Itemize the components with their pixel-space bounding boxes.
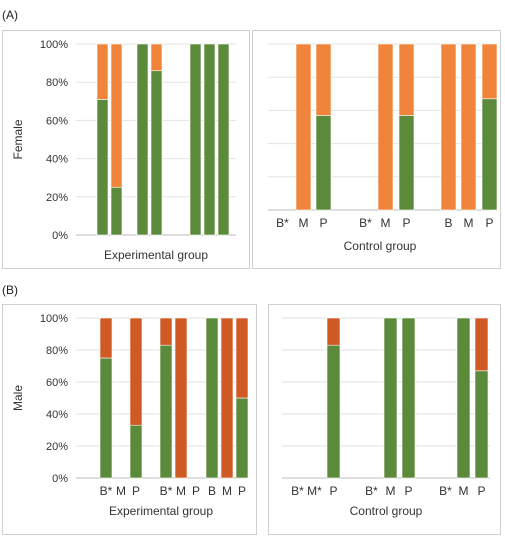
bar-segment xyxy=(383,317,398,479)
category-label: P xyxy=(132,484,140,498)
bar-segment xyxy=(398,43,415,116)
y-tick-label: 0% xyxy=(52,230,68,242)
bar-segment xyxy=(474,317,489,372)
category-label: B* xyxy=(276,216,289,230)
category-label: P xyxy=(192,484,200,498)
bar-segment xyxy=(326,344,341,479)
bar-segment xyxy=(481,43,498,100)
bar-segment xyxy=(159,344,173,479)
category-label: B xyxy=(444,216,452,230)
bar-segment xyxy=(235,397,249,479)
bar-segment xyxy=(129,317,143,426)
category-label: P xyxy=(402,216,410,230)
category-label: B* xyxy=(359,216,372,230)
category-label: B* xyxy=(100,484,113,498)
category-label: M xyxy=(464,216,474,230)
y-tick-label: 0% xyxy=(52,473,68,485)
bar-segment xyxy=(456,317,471,479)
bar-segment xyxy=(315,43,332,116)
category-label: P xyxy=(485,216,493,230)
bar-segment xyxy=(481,98,498,211)
bar-segment xyxy=(326,317,341,346)
bar-segment xyxy=(235,317,249,399)
y-tick-label: 80% xyxy=(46,77,68,89)
y-tick-label: 100% xyxy=(40,313,68,325)
category-label: M xyxy=(299,216,309,230)
category-label: P xyxy=(329,484,337,498)
bar-segment xyxy=(220,317,234,479)
category-label: B* xyxy=(439,484,452,498)
chart-panel-frame xyxy=(2,304,257,535)
bar-segment xyxy=(377,43,394,211)
y-tick-label: 60% xyxy=(46,377,68,389)
section-label-b: (B) xyxy=(2,283,18,297)
bar-segment xyxy=(150,70,163,236)
category-label: M xyxy=(459,484,469,498)
bar-segment xyxy=(205,317,219,479)
bar-segment xyxy=(174,317,188,479)
category-label: B* xyxy=(365,484,378,498)
x-axis-title: Control group xyxy=(344,239,417,253)
bar-segment xyxy=(474,370,489,479)
bar-segment xyxy=(110,43,123,188)
y-axis-title: Male xyxy=(11,385,25,411)
category-label: M xyxy=(381,216,391,230)
bar-segment xyxy=(136,43,149,236)
y-tick-label: 100% xyxy=(40,39,68,51)
y-tick-label: 60% xyxy=(46,115,68,127)
y-tick-label: 40% xyxy=(46,154,68,166)
category-label: M xyxy=(222,484,232,498)
y-tick-label: 40% xyxy=(46,409,68,421)
category-label: M xyxy=(116,484,126,498)
category-label: M xyxy=(386,484,396,498)
bar-segment xyxy=(150,43,163,72)
bar-segment xyxy=(99,357,113,479)
x-axis-title: Experimental group xyxy=(104,248,208,262)
bar-segment xyxy=(159,317,173,346)
category-label: B* xyxy=(160,484,173,498)
bar-segment xyxy=(96,43,109,100)
y-tick-label: 20% xyxy=(46,192,68,204)
bar-segment xyxy=(401,317,416,479)
bar-segment xyxy=(189,43,202,236)
x-axis-title: Experimental group xyxy=(109,504,213,518)
bar-segment xyxy=(203,43,216,236)
bar-segment xyxy=(295,43,312,211)
y-tick-label: 80% xyxy=(46,345,68,357)
bar-segment xyxy=(99,317,113,359)
category-label: P xyxy=(238,484,246,498)
bar-segment xyxy=(398,115,415,211)
bar-segment xyxy=(129,424,143,479)
x-axis-title: Control group xyxy=(350,504,423,518)
y-axis-title: Female xyxy=(11,119,25,159)
bar-segment xyxy=(315,115,332,211)
bar-segment xyxy=(460,43,477,211)
bar-segment xyxy=(440,43,457,211)
category-label: M* xyxy=(307,484,322,498)
category-label: M xyxy=(176,484,186,498)
category-label: P xyxy=(477,484,485,498)
bar-segment xyxy=(96,99,109,236)
section-label-a: (A) xyxy=(2,8,18,22)
chart-panel-frame xyxy=(252,30,501,269)
bar-segment xyxy=(217,43,230,236)
category-label: P xyxy=(319,216,327,230)
category-label: P xyxy=(404,484,412,498)
category-label: B* xyxy=(291,484,304,498)
bar-segment xyxy=(110,186,123,236)
y-tick-label: 20% xyxy=(46,441,68,453)
category-label: B xyxy=(208,484,216,498)
